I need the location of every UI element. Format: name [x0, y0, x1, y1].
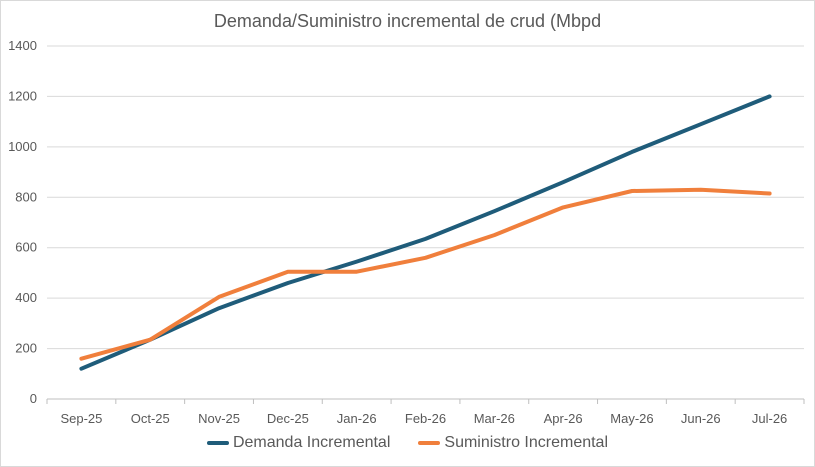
x-tick-label: Jun-26	[681, 411, 721, 426]
x-tick-label: Jul-26	[752, 411, 787, 426]
legend-item-suministro: Suministro Incremental	[418, 434, 608, 452]
x-tick-label: Dec-25	[267, 411, 309, 426]
x-tick-label: Sep-25	[60, 411, 102, 426]
x-tick-label: Jan-26	[337, 411, 377, 426]
y-tick-label: 400	[15, 290, 37, 305]
x-tick-label: Feb-26	[405, 411, 446, 426]
y-tick-label: 1200	[8, 88, 37, 103]
y-tick-label: 1400	[8, 38, 37, 53]
y-tick-label: 0	[30, 391, 37, 406]
legend-swatch-suministro	[418, 441, 441, 445]
x-tick-label: Apr-26	[544, 411, 583, 426]
legend: Demanda Incremental Suministro Increment…	[0, 434, 815, 452]
legend-item-demanda: Demanda Incremental	[206, 434, 391, 452]
series-line-suministro	[79, 187, 772, 361]
y-tick-label: 600	[15, 240, 37, 255]
y-tick-label: 800	[15, 189, 37, 204]
series-line-demanda	[79, 94, 772, 371]
x-tick-label: May-26	[610, 411, 653, 426]
x-tick-label: Oct-25	[131, 411, 170, 426]
x-tick-label: Nov-25	[198, 411, 240, 426]
legend-label-suministro: Suministro Incremental	[444, 434, 609, 451]
chart-title: Demanda/Suministro incremental de crud (…	[213, 11, 602, 31]
legend-label-demanda: Demanda Incremental	[232, 434, 391, 451]
y-tick-label: 1000	[8, 139, 37, 154]
y-tick-label: 200	[15, 341, 37, 356]
x-tick-label: Mar-26	[474, 411, 515, 426]
legend-swatch-demanda	[206, 441, 229, 445]
